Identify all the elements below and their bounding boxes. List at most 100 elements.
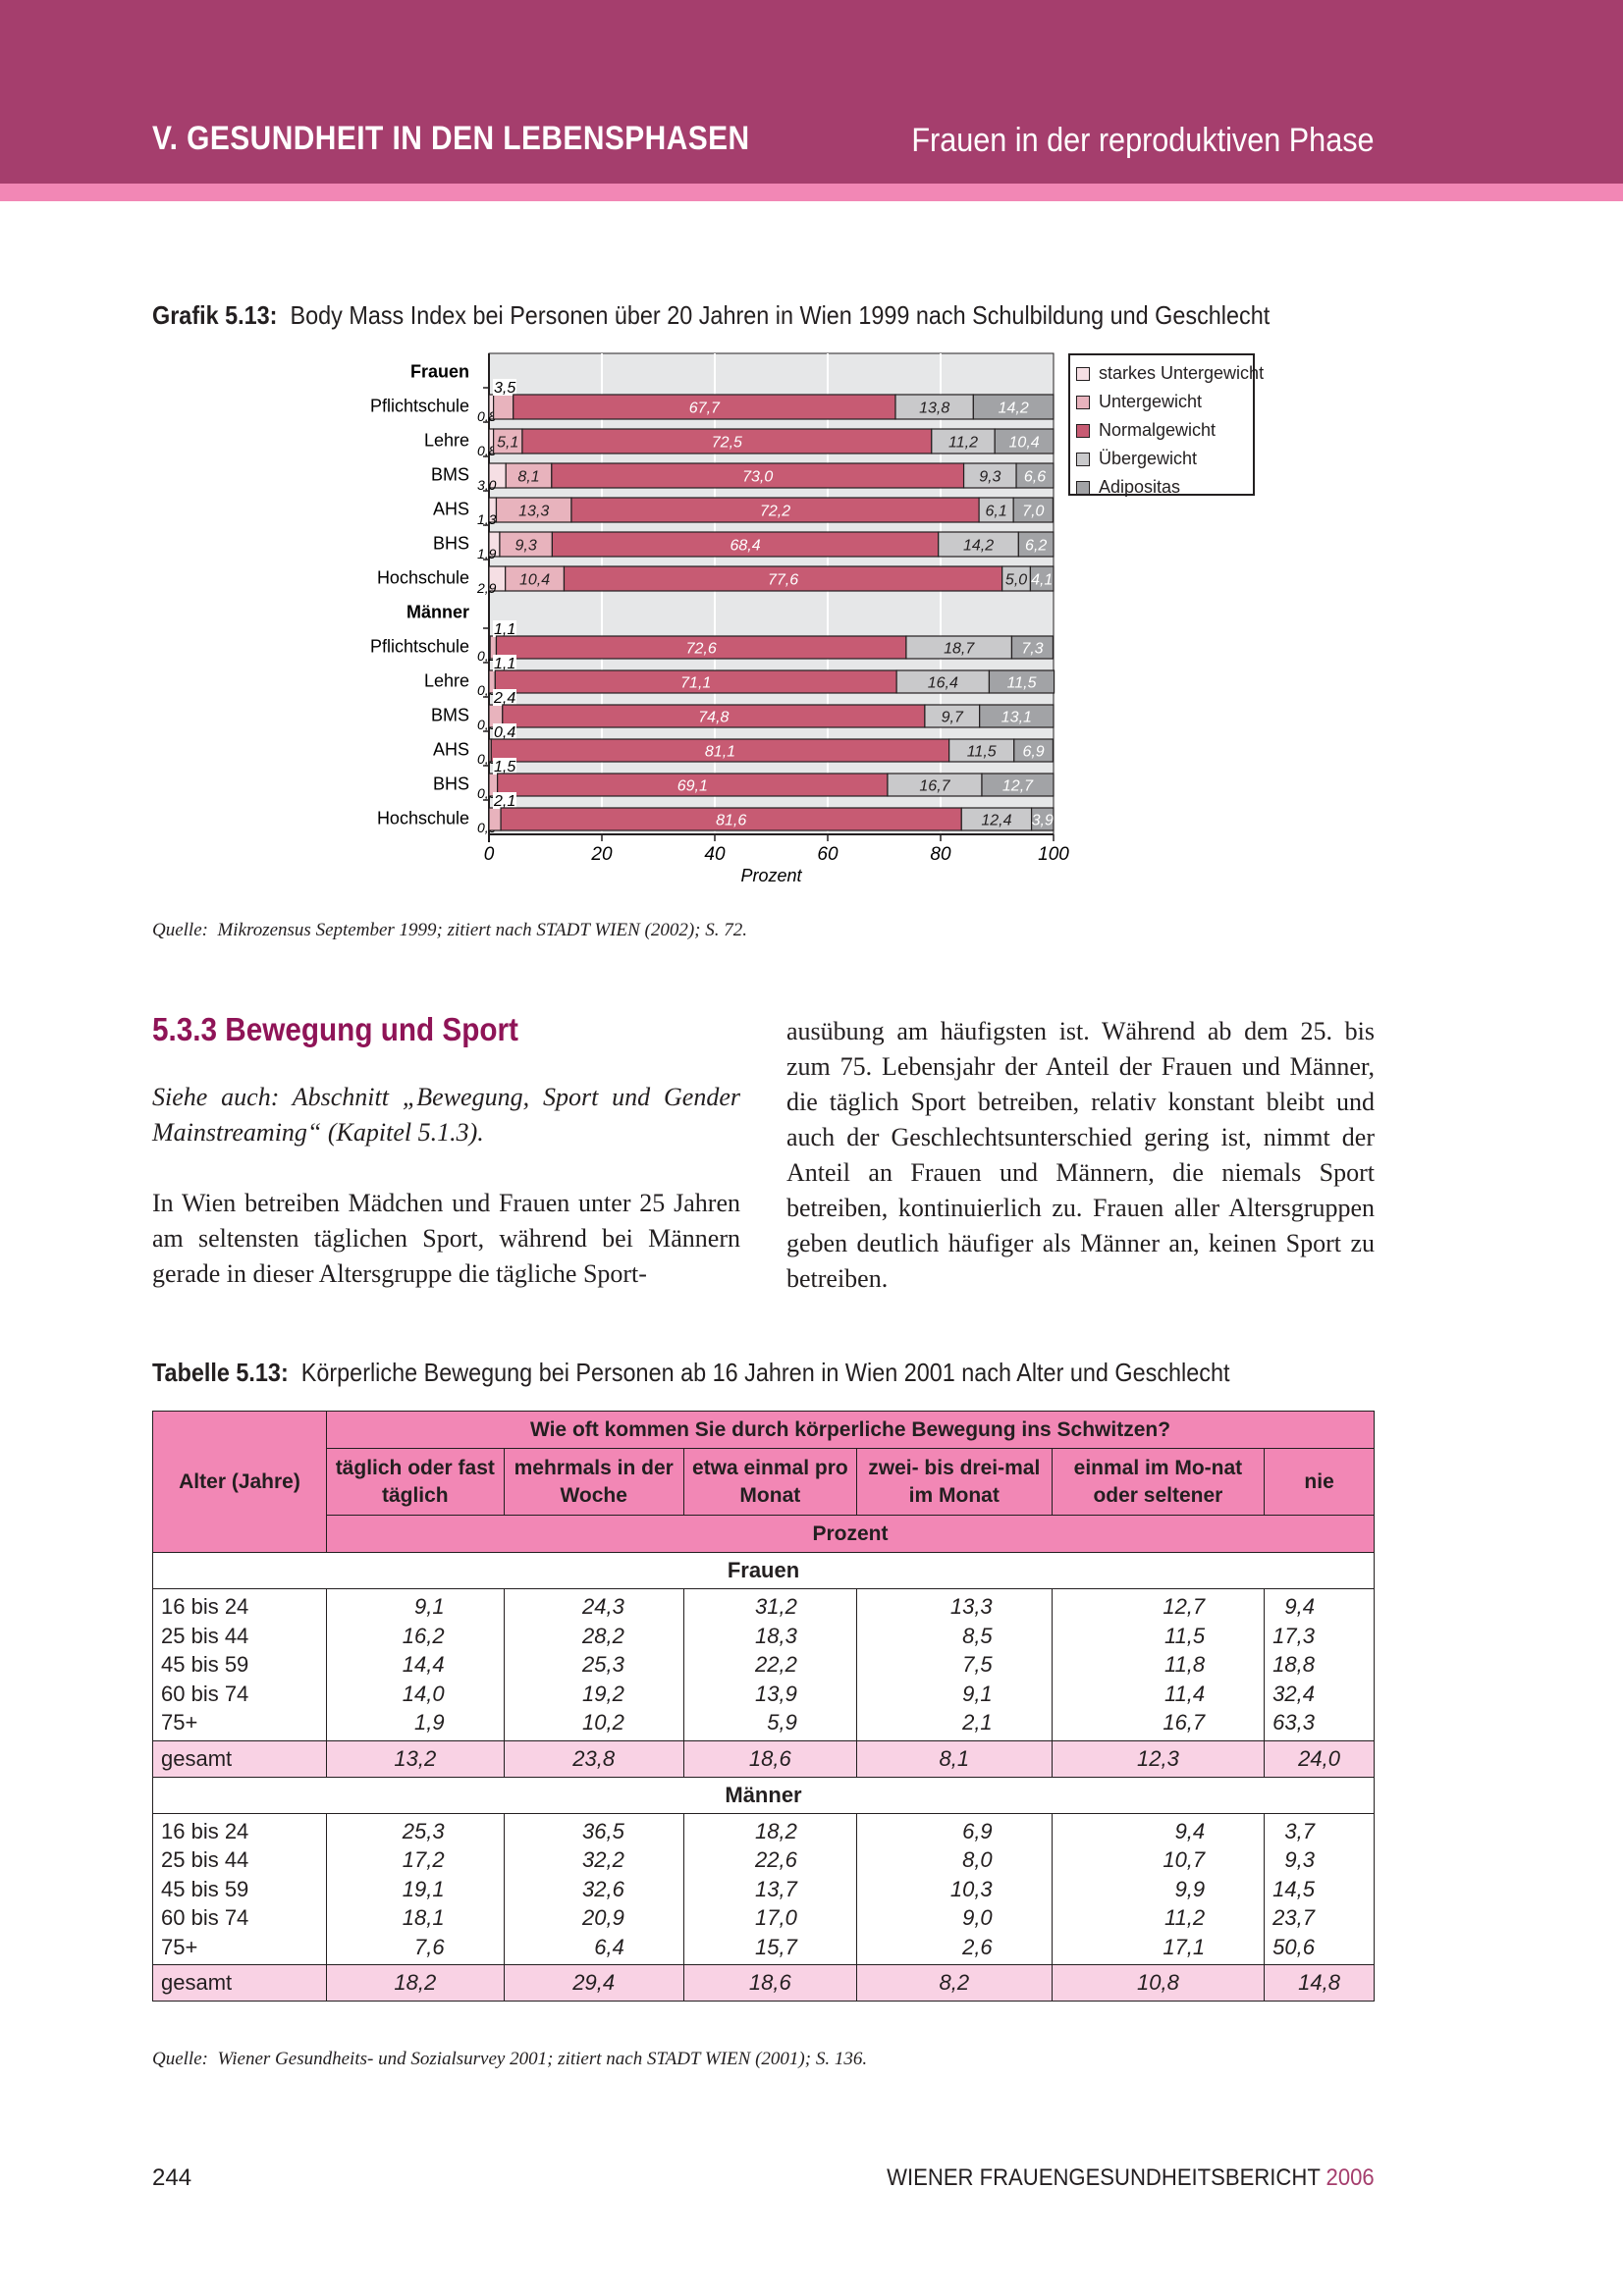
data-label: 69,1 [677, 778, 708, 795]
data-label: 1,1 [494, 656, 515, 672]
legend-item: Untergewicht [1076, 388, 1253, 416]
value-cell: 63,3 [1264, 1708, 1375, 1740]
data-label: 5,0 [1005, 572, 1027, 589]
value-cell: 18,6 [682, 1964, 857, 2002]
value-cell: 7,6 [326, 1932, 505, 1965]
bar-segment [962, 462, 1017, 489]
data-label: 9,3 [979, 469, 1001, 486]
value-cell: 10,3 [855, 1874, 1053, 1903]
section-heading: 5.3.3 Bewegung und Sport [152, 1011, 518, 1047]
source-label: Quelle: [152, 2049, 208, 2069]
value-cell: 18,2 [326, 1964, 505, 2002]
table-caption: Tabelle 5.13: Körperliche Bewegung bei P… [152, 1358, 1229, 1388]
data-label: 3,0 [477, 477, 497, 493]
bar-segment [488, 807, 502, 831]
table-row: 25 bis 44 16,2 28,2 18,3 8,5 11,5 17,3 [152, 1621, 1375, 1650]
bar-segment [979, 704, 1055, 728]
data-label: 77,6 [768, 572, 798, 589]
value-cell: 24,3 [503, 1588, 684, 1622]
data-label: 4,1 [1031, 572, 1053, 589]
data-label: 8,1 [517, 469, 539, 486]
data-label: 3,5 [494, 380, 515, 397]
chart-legend: starkes Untergewicht Untergewicht Normalge… [1068, 353, 1264, 497]
group-label: Frauen [410, 362, 469, 382]
data-label: 14,2 [963, 538, 994, 555]
legend-label: Adipositas [1099, 477, 1181, 497]
source-label: Quelle: [152, 920, 208, 940]
chapter-title: V. GESUNDHEIT IN DEN LEBENSPHASEN [152, 120, 750, 157]
data-label: 72,6 [686, 641, 717, 658]
value-cell: 15,7 [682, 1932, 857, 1965]
value-cell: 32,4 [1264, 1679, 1375, 1708]
value-cell: 18,6 [682, 1739, 857, 1778]
data-label: 10,4 [1009, 435, 1040, 452]
value-cell: 10,2 [503, 1708, 684, 1740]
legend-item: Normalgewicht [1076, 416, 1253, 445]
publication-title: WIENER FRAUENGESUNDHEITSBERICHT 2006 [888, 2164, 1375, 2192]
data-label: 5,1 [497, 435, 518, 452]
page-header-band [0, 0, 1623, 184]
body-paragraph: In Wien betreiben Mädchen und Frauen unt… [152, 1189, 740, 1288]
category-label: Pflichtschule [370, 397, 469, 416]
data-label-bg [493, 655, 516, 671]
data-label: 14,2 [999, 400, 1029, 417]
value-cell: 9,1 [326, 1588, 505, 1622]
data-label: 11,5 [967, 744, 997, 761]
exercise-table: Alter (Jahre) Wie oft kommen Sie durch kö… [152, 1411, 1375, 2002]
bar-segment [505, 565, 566, 592]
value-cell: 11,5 [1051, 1621, 1266, 1650]
table-row: 75+ 1,9 10,2 5,9 2,1 16,7 63,3 [152, 1708, 1375, 1740]
legend-item: Adipositas [1076, 473, 1253, 502]
legend-swatch [1076, 480, 1090, 495]
see-also-note: Siehe auch: Abschnitt „Bewegung, Sport u… [152, 1083, 740, 1147]
data-label-bg [493, 792, 516, 809]
data-label: 9,3 [515, 538, 537, 555]
total-row: gesamt 18,2 29,4 18,6 8,2 10,8 14,8 [152, 1964, 1375, 2002]
x-tick-label: 100 [1038, 844, 1069, 865]
table-row: 16 bis 24 25,3 36,5 18,2 6,9 9,4 3,7 [152, 1813, 1375, 1845]
table-row: 75+ 7,6 6,4 15,7 2,6 17,1 50,6 [152, 1932, 1375, 1965]
data-label: 1,9 [477, 546, 497, 561]
bar-segment [978, 497, 1014, 523]
value-cell: 25,3 [326, 1813, 505, 1845]
category-label: BHS [433, 534, 469, 554]
bar-segment [499, 531, 554, 558]
table-title: Körperliche Bewegung bei Personen ab 16 … [300, 1358, 1230, 1387]
value-cell: 24,0 [1264, 1739, 1375, 1778]
bar-segment [513, 394, 896, 420]
data-label: 6,1 [986, 504, 1007, 520]
value-cell: 18,2 [682, 1813, 857, 1845]
value-cell: 7,5 [855, 1650, 1053, 1680]
value-cell: 14,0 [326, 1679, 505, 1708]
bar-segment [938, 531, 1019, 558]
value-cell: 31,2 [682, 1588, 857, 1622]
data-label: 72,5 [712, 435, 742, 452]
age-cell: 16 bis 24 [152, 1588, 327, 1622]
data-label: 13,3 [518, 504, 549, 520]
category-label: AHS [433, 500, 469, 519]
text-column-right: ausübung am häufigsten ist. Während ab d… [786, 1014, 1375, 1332]
data-label: 6,6 [1024, 469, 1046, 486]
x-tick-label: 20 [590, 844, 613, 865]
column-header: täglich oder fast täglich [326, 1448, 505, 1516]
x-tick-label: 80 [930, 844, 951, 865]
value-cell: 13,9 [682, 1679, 857, 1708]
value-cell: 32,2 [503, 1845, 684, 1875]
data-label: 71,1 [680, 675, 711, 692]
data-label: 9,7 [942, 710, 964, 726]
age-cell: gesamt [152, 1964, 327, 2002]
data-label: 11,2 [948, 435, 978, 452]
value-cell: 8,0 [855, 1845, 1053, 1875]
table-row: 60 bis 74 14,0 19,2 13,9 9,1 11,4 32,4 [152, 1679, 1375, 1708]
legend-swatch [1076, 423, 1090, 438]
data-label-bg [493, 379, 516, 396]
value-cell: 5,9 [682, 1708, 857, 1740]
unit-header: Prozent [326, 1515, 1375, 1553]
value-cell: 13,2 [326, 1739, 505, 1778]
value-cell: 22,6 [682, 1845, 857, 1875]
data-label: 81,6 [716, 813, 746, 829]
column-header: mehrmals in der Woche [503, 1448, 684, 1516]
bmi-chart: 0 20 40 60 80 100 Prozent Frauen Pflichtschule 0,… [370, 352, 1069, 885]
section-title: Frauen in der reproduktiven Phase [911, 122, 1375, 159]
bar-segment [1017, 531, 1055, 558]
